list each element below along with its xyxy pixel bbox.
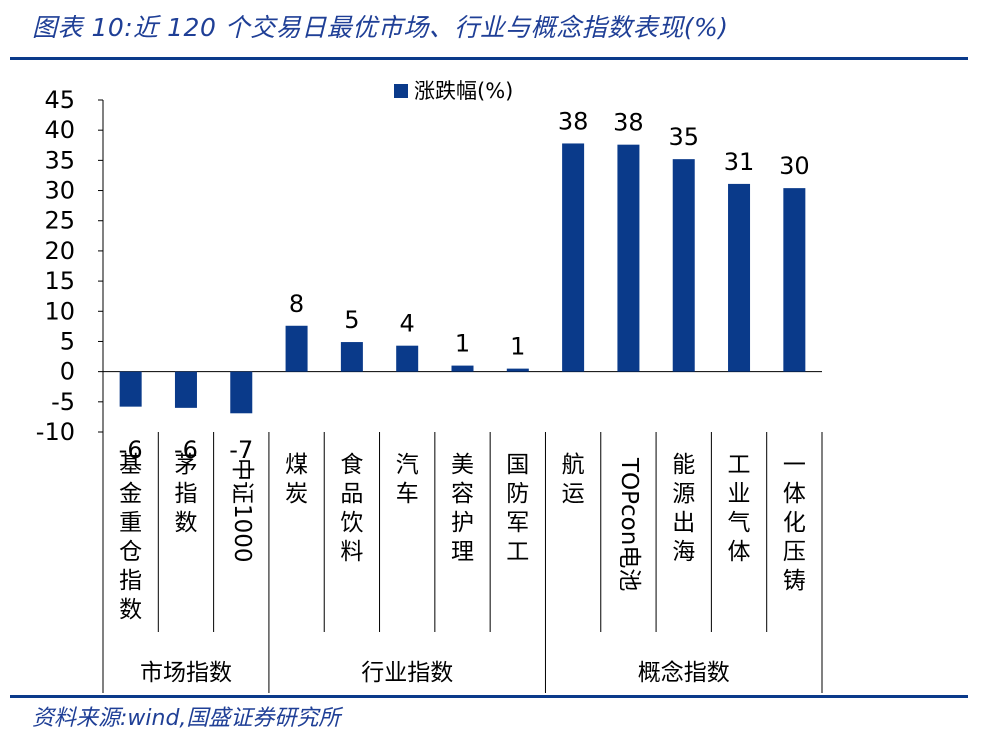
data-label: 35 (668, 123, 699, 151)
category-label: 汽车 (396, 452, 419, 507)
y-tick-label: 40 (44, 116, 75, 144)
bar (451, 365, 474, 372)
source-note: 资料来源:wind,国盛证券研究所 (32, 706, 341, 731)
bar (617, 144, 640, 372)
legend-label: 涨跌幅(%) (414, 79, 513, 103)
legend-swatch (394, 84, 408, 98)
category-label: 美容护理 (451, 452, 474, 565)
data-label: 4 (400, 310, 415, 338)
y-tick-label: -10 (36, 418, 75, 446)
category-label: 国防军工 (506, 452, 529, 565)
category-label: 一体化压铸 (783, 452, 806, 594)
top-rule (10, 57, 968, 60)
y-tick-label: 15 (44, 267, 75, 295)
bar (506, 368, 529, 372)
category-label: 煤炭 (285, 452, 308, 507)
y-tick-label: 25 (44, 207, 75, 235)
data-label: 1 (510, 333, 525, 361)
y-tick-label: 10 (44, 297, 75, 325)
y-tick-label: -5 (51, 388, 75, 416)
chart-title: 图表 10:近 120 个交易日最优市场、行业与概念指数表现(%) (32, 13, 729, 42)
data-label: -6 (174, 436, 198, 464)
y-tick-label: 45 (44, 86, 75, 114)
data-label: 31 (724, 148, 755, 176)
category-label: 基金重仓指数 (119, 452, 142, 623)
y-tick-label: 0 (60, 358, 75, 386)
bar (340, 342, 363, 372)
data-label: -7 (229, 436, 253, 464)
data-label: 5 (344, 306, 359, 334)
y-tick-label: 35 (44, 146, 75, 174)
category-label: 食品饮料 (340, 452, 363, 565)
group-label: 行业指数 (361, 660, 453, 686)
data-label: -6 (119, 436, 143, 464)
bar (396, 345, 419, 372)
category-label: 能源出海 (672, 452, 695, 565)
category-label: TOPcon电池 (616, 457, 642, 591)
data-label: 8 (289, 290, 304, 318)
y-tick-label: 30 (44, 177, 75, 205)
bar (174, 371, 197, 408)
bar (119, 371, 142, 407)
category-label: 中证1000 (229, 458, 255, 563)
data-label: 38 (558, 107, 589, 135)
bar (285, 325, 308, 372)
data-label: 1 (455, 330, 470, 358)
group-label: 概念指数 (638, 660, 730, 686)
y-tick-label: 20 (44, 237, 75, 265)
bar (230, 371, 253, 414)
data-label: 30 (779, 152, 810, 180)
bar (672, 159, 695, 372)
category-label: 工业气体 (728, 452, 751, 565)
bar (783, 188, 806, 372)
bar-chart: 454035302520151050-5-10涨跌幅(%)-6基金重仓指数-6茅… (36, 79, 823, 693)
category-label: 茅指数 (174, 452, 197, 536)
bar (728, 183, 751, 372)
bottom-rule (10, 695, 968, 698)
y-tick-label: 5 (60, 327, 75, 355)
bar (562, 143, 585, 372)
data-label: 38 (613, 109, 644, 137)
category-label: 航运 (562, 452, 585, 507)
group-label: 市场指数 (140, 660, 232, 686)
